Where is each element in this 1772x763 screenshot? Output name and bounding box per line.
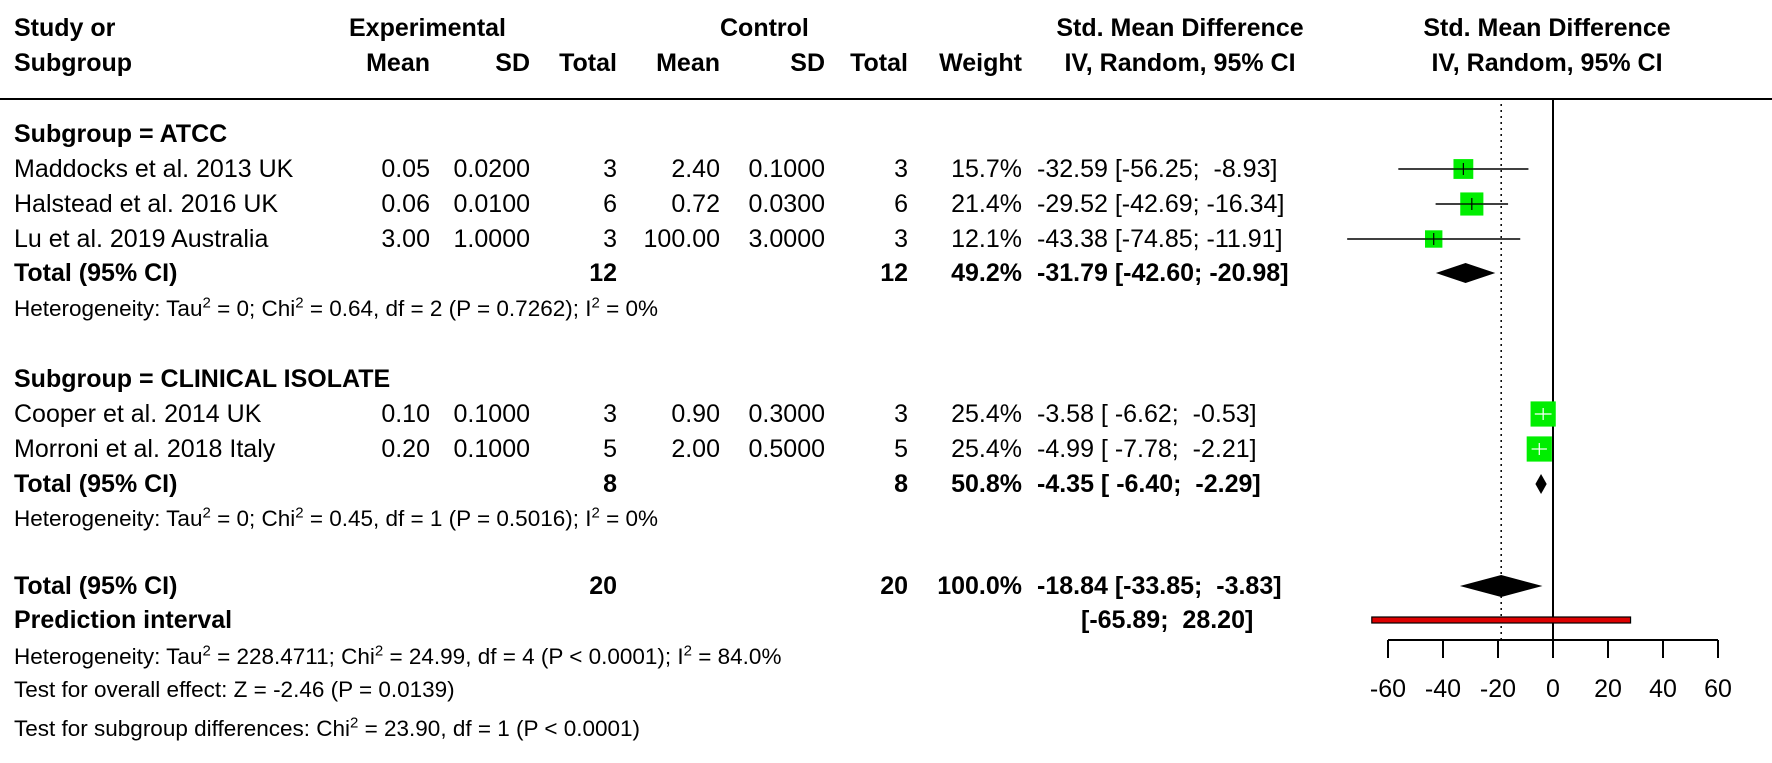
header-experimental: Experimental bbox=[349, 14, 507, 42]
x-tick-label-3: 0 bbox=[1546, 675, 1560, 703]
e-total: 12 bbox=[589, 259, 617, 287]
smd-ci: -4.99 [ -7.78; -2.21] bbox=[1037, 435, 1257, 463]
c-mean: 100.00 bbox=[643, 225, 720, 253]
header-plot-title: Std. Mean Difference bbox=[1423, 14, 1671, 42]
e-total: 8 bbox=[603, 470, 617, 498]
diamond-subgroup-clinical bbox=[1535, 474, 1547, 494]
header-plot-method: IV, Random, 95% CI bbox=[1431, 49, 1663, 77]
e-mean: 3.00 bbox=[381, 225, 430, 253]
header-c-total: Total bbox=[850, 49, 908, 77]
header-c-sd: SD bbox=[790, 49, 825, 77]
e-mean: 0.10 bbox=[381, 400, 430, 428]
e-sd: 0.1000 bbox=[453, 435, 530, 463]
total-label: Total (95% CI) bbox=[14, 470, 178, 498]
header-e-sd: SD bbox=[495, 49, 530, 77]
e-total: 6 bbox=[603, 190, 617, 218]
x-tick-label-5: 40 bbox=[1649, 675, 1677, 703]
c-mean: 0.72 bbox=[671, 190, 720, 218]
header-e-total: Total bbox=[559, 49, 617, 77]
smd-ci: -29.52 [-42.69; -16.34] bbox=[1037, 190, 1285, 218]
weight: 25.4% bbox=[951, 400, 1022, 428]
header-smd-method: IV, Random, 95% CI bbox=[1064, 49, 1296, 77]
heterogeneity-clinical: Heterogeneity: Tau2 = 0; Chi2 = 0.45, df… bbox=[14, 504, 659, 532]
prediction-label: Prediction interval bbox=[14, 606, 233, 634]
header-control: Control bbox=[720, 14, 809, 42]
study-name: Cooper et al. 2014 UK bbox=[14, 400, 262, 428]
c-total: 3 bbox=[894, 400, 908, 428]
prediction-interval-bar bbox=[1371, 616, 1632, 624]
study-name: Lu et al. 2019 Australia bbox=[14, 225, 269, 253]
smd-ci: -3.58 [ -6.62; -0.53] bbox=[1037, 400, 1257, 428]
c-total: 3 bbox=[894, 225, 908, 253]
heterogeneity-overall: Heterogeneity: Tau2 = 228.4711; Chi2 = 2… bbox=[14, 642, 782, 670]
e-mean: 0.20 bbox=[381, 435, 430, 463]
smd-ci: -4.35 [ -6.40; -2.29] bbox=[1037, 470, 1261, 498]
e-mean: 0.05 bbox=[381, 155, 430, 183]
smd-ci: -43.38 [-74.85; -11.91] bbox=[1037, 225, 1283, 253]
x-tick-label-2: -20 bbox=[1480, 675, 1516, 703]
c-total: 5 bbox=[894, 435, 908, 463]
weight: 25.4% bbox=[951, 435, 1022, 463]
e-sd: 1.0000 bbox=[453, 225, 530, 253]
e-mean: 0.06 bbox=[381, 190, 430, 218]
header-rule bbox=[0, 98, 1772, 100]
weight: 100.0% bbox=[937, 572, 1022, 600]
e-total: 5 bbox=[603, 435, 617, 463]
study-name: Morroni et al. 2018 Italy bbox=[14, 435, 276, 463]
e-sd: 0.0200 bbox=[453, 155, 530, 183]
header-e-mean: Mean bbox=[366, 49, 430, 77]
prediction-ci: [-65.89; 28.20] bbox=[1081, 606, 1254, 634]
e-total: 3 bbox=[603, 155, 617, 183]
c-sd: 0.3000 bbox=[748, 400, 825, 428]
e-sd: 0.0100 bbox=[453, 190, 530, 218]
heterogeneity-atcc: Heterogeneity: Tau2 = 0; Chi2 = 0.64, df… bbox=[14, 294, 659, 322]
weight: 12.1% bbox=[951, 225, 1022, 253]
header-weight: Weight bbox=[939, 49, 1022, 77]
weight: 15.7% bbox=[951, 155, 1022, 183]
c-total: 8 bbox=[894, 470, 908, 498]
c-sd: 0.0300 bbox=[748, 190, 825, 218]
header-study-line2: Subgroup bbox=[14, 49, 133, 77]
c-sd: 3.0000 bbox=[748, 225, 825, 253]
c-mean: 2.00 bbox=[671, 435, 720, 463]
x-tick-label-4: 20 bbox=[1594, 675, 1622, 703]
header-study-line1: Study or bbox=[14, 14, 116, 42]
total-label: Total (95% CI) bbox=[14, 572, 178, 600]
study-name: Halstead et al. 2016 UK bbox=[14, 190, 279, 218]
x-tick-label-0: -60 bbox=[1370, 675, 1406, 703]
c-mean: 2.40 bbox=[671, 155, 720, 183]
c-total: 3 bbox=[894, 155, 908, 183]
diamond-overall bbox=[1459, 575, 1543, 597]
header-smd-title: Std. Mean Difference bbox=[1056, 14, 1304, 42]
c-mean: 0.90 bbox=[671, 400, 720, 428]
study-name: Maddocks et al. 2013 UK bbox=[14, 155, 294, 183]
e-total: 3 bbox=[603, 400, 617, 428]
weight: 49.2% bbox=[951, 259, 1022, 287]
e-total: 3 bbox=[603, 225, 617, 253]
total-label: Total (95% CI) bbox=[14, 259, 178, 287]
c-total: 20 bbox=[880, 572, 908, 600]
test-overall-effect: Test for overall effect: Z = -2.46 (P = … bbox=[14, 677, 455, 702]
c-sd: 0.1000 bbox=[748, 155, 825, 183]
x-tick-label-6: 60 bbox=[1704, 675, 1732, 703]
c-total: 6 bbox=[894, 190, 908, 218]
weight: 50.8% bbox=[951, 470, 1022, 498]
subgroup-label-clinical: Subgroup = CLINICAL ISOLATE bbox=[14, 365, 391, 393]
smd-ci: -32.59 [-56.25; -8.93] bbox=[1037, 155, 1278, 183]
weight: 21.4% bbox=[951, 190, 1022, 218]
smd-ci: -18.84 [-33.85; -3.83] bbox=[1037, 572, 1282, 600]
subgroup-label-atcc: Subgroup = ATCC bbox=[14, 120, 228, 148]
smd-ci: -31.79 [-42.60; -20.98] bbox=[1037, 259, 1289, 287]
e-sd: 0.1000 bbox=[453, 400, 530, 428]
c-sd: 0.5000 bbox=[748, 435, 825, 463]
c-total: 12 bbox=[880, 259, 908, 287]
x-tick-label-1: -40 bbox=[1425, 675, 1461, 703]
header-c-mean: Mean bbox=[656, 49, 720, 77]
diamond-subgroup-atcc bbox=[1435, 263, 1496, 283]
e-total: 20 bbox=[589, 572, 617, 600]
test-subgroup-differences: Test for subgroup differences: Chi2 = 23… bbox=[14, 714, 641, 742]
